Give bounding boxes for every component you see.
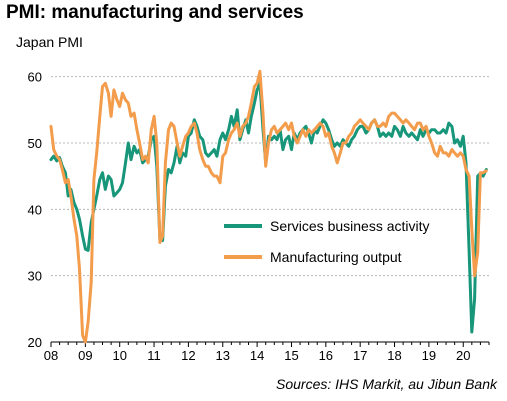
x-tick-label: 13 [216, 348, 230, 363]
manufacturing-series-line [49, 69, 488, 344]
axes: 20 30 40 50 60 08 09 10 11 12 13 14 15 16 17 18 19 20 [28, 70, 490, 363]
legend-label: Services business activity [270, 218, 430, 234]
x-tick-label: 15 [284, 348, 298, 363]
services-series-line [49, 81, 488, 334]
x-tick-label: 19 [422, 348, 436, 363]
x-tick-label: 11 [147, 348, 161, 363]
x-tick-label: 16 [319, 348, 333, 363]
legend: Services business activity Manufacturing … [224, 218, 430, 265]
y-tick-label: 20 [28, 335, 42, 350]
y-tick-label: 50 [28, 136, 42, 151]
x-tick-label: 08 [44, 348, 58, 363]
series-lines [49, 69, 488, 344]
x-tick-label: 10 [112, 348, 126, 363]
y-tick-label: 30 [28, 269, 42, 284]
x-tick-label: 09 [78, 348, 92, 363]
x-tick-label: 17 [353, 348, 367, 363]
legend-label: Manufacturing output [270, 249, 402, 265]
x-tick-label: 20 [456, 348, 470, 363]
x-tick-label: 18 [387, 348, 401, 363]
y-tick-label: 40 [28, 202, 42, 217]
y-axis-label: Japan PMI [16, 34, 83, 50]
chart-source: Sources: IHS Markit, au Jibun Bank [276, 376, 497, 392]
chart-title: PMI: manufacturing and services [6, 2, 304, 23]
x-tick-label: 14 [250, 348, 264, 363]
x-tick-label: 12 [181, 348, 195, 363]
gridlines [51, 76, 489, 277]
y-tick-label: 60 [28, 70, 42, 85]
